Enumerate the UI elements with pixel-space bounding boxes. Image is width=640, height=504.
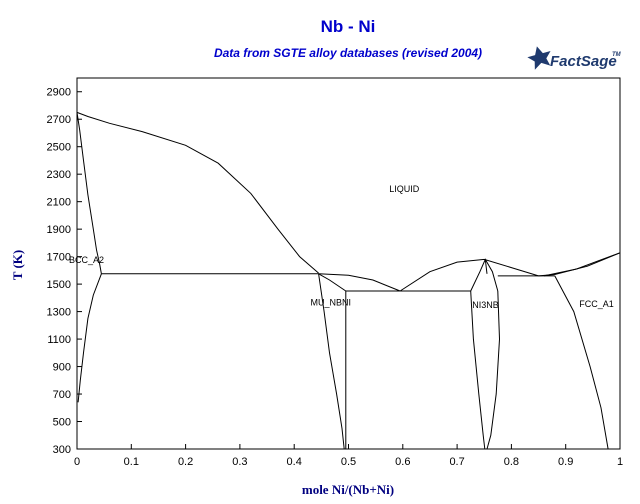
- plot-frame: [76, 77, 621, 450]
- y-tick-label: 1300: [47, 307, 71, 319]
- phase-boundary-line: [399, 258, 539, 292]
- logo-text: FactSage: [550, 53, 617, 70]
- phase-boundary-line: [470, 258, 499, 292]
- y-tick-label: 900: [53, 362, 71, 374]
- y-tick-label: 500: [53, 417, 71, 429]
- y-tick-label: 700: [53, 389, 71, 401]
- x-tick-label: 0.2: [178, 456, 193, 468]
- phase-boundary-line: [470, 290, 486, 450]
- phase-boundary-line: [543, 252, 621, 277]
- y-tick-label: 1100: [47, 334, 71, 346]
- chart-title: Nb - Ni: [321, 17, 376, 36]
- x-tick-label: 0.7: [449, 456, 464, 468]
- y-tick-label: 2100: [47, 197, 71, 209]
- phase-boundary-line: [76, 111, 319, 274]
- y-tick-label: 300: [53, 444, 71, 456]
- x-tick-label: 1: [617, 456, 623, 468]
- phase-boundary-line: [484, 259, 488, 274]
- y-tick-label: 2300: [47, 169, 71, 181]
- phase-boundary-line: [538, 252, 621, 277]
- phase-boundary-line: [554, 275, 609, 450]
- y-tick-label: 2900: [47, 87, 71, 99]
- y-tick-label: 2700: [47, 114, 71, 126]
- phase-boundary-line: [76, 112, 102, 274]
- x-tick-label: 0: [74, 456, 80, 468]
- y-tick-label: 2500: [47, 142, 71, 154]
- factsage-logo: FactSage TM: [527, 46, 622, 70]
- phase-label: BCC_A2: [69, 255, 104, 265]
- phase-label: FCC_A1: [579, 299, 614, 309]
- logo-mark: TM: [612, 52, 622, 58]
- phase-boundary-line: [318, 273, 345, 450]
- phase-boundary-line: [318, 273, 347, 292]
- phase-boundary-line: [77, 273, 102, 403]
- y-tick-label: 1500: [47, 279, 71, 291]
- x-tick-label: 0.5: [341, 456, 356, 468]
- phase-boundaries: [76, 111, 621, 450]
- x-tick-label: 0.3: [232, 456, 247, 468]
- chart-subtitle: Data from SGTE alloy databases (revised …: [214, 46, 482, 60]
- phase-label: MU_NBNI: [310, 297, 351, 307]
- phase-boundary-line: [486, 290, 501, 450]
- logo-star-icon: [527, 46, 551, 70]
- y-axis-label: T (K): [10, 250, 25, 280]
- x-tick-label: 0.8: [504, 456, 519, 468]
- phase-labels: LIQUID BCC_A2 MU_NBNI NI3NB FCC_A1: [69, 184, 614, 310]
- phase-label: NI3NB: [472, 300, 499, 310]
- y-tick-label: 1700: [47, 252, 71, 264]
- y-tick-label: 1900: [47, 224, 71, 236]
- phase-boundary-line: [318, 273, 401, 292]
- x-tick-label: 0.4: [287, 456, 302, 468]
- x-tick-label: 0.6: [395, 456, 410, 468]
- x-axis: 0 0.1 0.2 0.3 0.4 0.5 0.6 0.7 0.8 0.9 1: [74, 444, 623, 468]
- x-tick-label: 0.1: [124, 456, 139, 468]
- y-axis: 300 500 700 900 1100 1300 1500 1700 1900 2100 2300…: [47, 87, 82, 456]
- x-axis-label: mole Ni/(Nb+Ni): [302, 482, 394, 497]
- phase-label: LIQUID: [389, 184, 420, 194]
- x-tick-label: 0.9: [558, 456, 573, 468]
